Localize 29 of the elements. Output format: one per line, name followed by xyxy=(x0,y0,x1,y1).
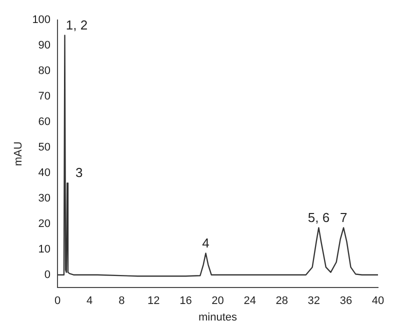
x-tick-label: 8 xyxy=(118,295,125,308)
x-tick-label: 16 xyxy=(180,295,192,308)
y-tick-label: 90 xyxy=(38,40,51,52)
x-tick-label: 28 xyxy=(276,295,288,308)
y-tick-label: 100 xyxy=(32,14,51,26)
y-tick-label: 50 xyxy=(38,141,51,154)
y-tick-label: 20 xyxy=(38,218,51,230)
y-tick-label: 80 xyxy=(38,65,51,78)
x-tick-label: 24 xyxy=(244,295,256,308)
x-tick-label: 0 xyxy=(54,295,61,308)
y-tick-label: 70 xyxy=(38,90,51,102)
y-tick-label: 10 xyxy=(38,243,51,256)
y-tick-label: 60 xyxy=(38,116,51,128)
annotation: 3 xyxy=(76,165,83,180)
x-tick-label: 36 xyxy=(340,295,352,308)
y-tick-label: 0 xyxy=(44,268,51,281)
annotation: 4 xyxy=(202,235,210,250)
x-tick-label: 20 xyxy=(212,295,224,308)
x-tick-label: 40 xyxy=(372,295,384,308)
y-axis-title: mAU xyxy=(12,142,25,166)
annotation: 5, 6 xyxy=(308,210,330,225)
x-tick-label: 32 xyxy=(308,295,320,308)
x-axis-title: minutes xyxy=(198,311,238,324)
y-tick-label: 40 xyxy=(38,166,51,179)
x-tick-label: 12 xyxy=(148,295,160,308)
annotation: 7 xyxy=(340,210,348,225)
y-tick-label: 30 xyxy=(38,192,51,204)
annotation: 1, 2 xyxy=(66,17,88,32)
x-tick-label: 4 xyxy=(86,295,93,308)
